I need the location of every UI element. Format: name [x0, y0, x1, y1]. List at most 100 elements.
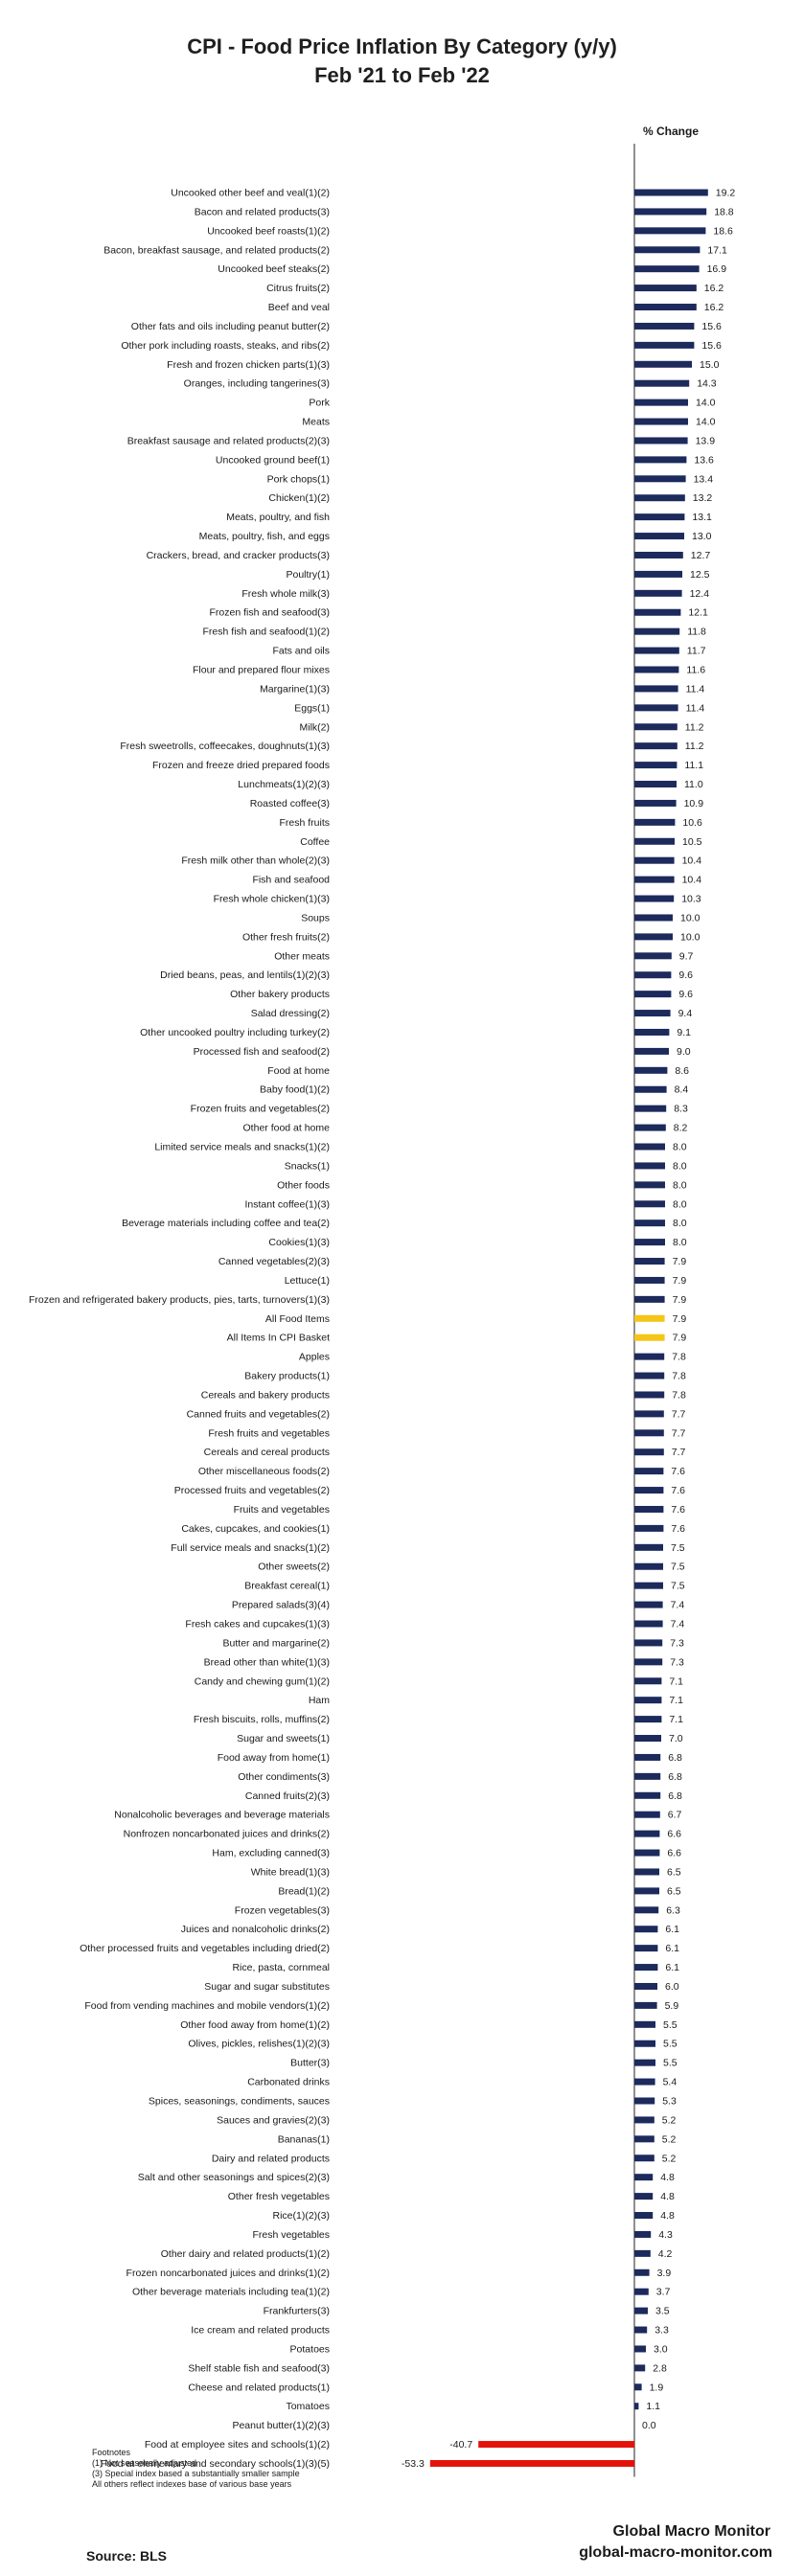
data-bar: [634, 589, 682, 597]
category-label: Fresh fruits and vegetables: [208, 1427, 330, 1439]
category-label: Other beverage materials including tea(1…: [132, 2287, 330, 2298]
category-label: Uncooked beef steaks(2): [218, 263, 330, 275]
data-bar: [634, 2040, 655, 2047]
data-bar: [634, 2383, 642, 2391]
value-label: 13.1: [692, 512, 712, 523]
data-bar: [634, 2001, 657, 2009]
data-bar: [634, 418, 688, 425]
data-bar: [634, 265, 700, 273]
value-label: 10.4: [682, 875, 702, 886]
data-bar: [634, 399, 688, 406]
value-label: 5.2: [662, 2114, 677, 2126]
data-bar: [634, 952, 672, 960]
chart-title: CPI - Food Price Inflation By Category (…: [187, 34, 617, 58]
value-label: 3.5: [655, 2306, 670, 2317]
data-bar: [634, 742, 678, 750]
value-label: 6.1: [665, 1962, 679, 1973]
value-label: 11.2: [685, 721, 704, 733]
value-label: 7.9: [673, 1275, 687, 1287]
data-bar: [634, 1220, 665, 1227]
category-label: Fresh sweetrolls, coffeecakes, doughnuts…: [120, 741, 330, 752]
data-bar: [634, 2078, 655, 2086]
data-bar: [634, 2307, 648, 2314]
data-bar: [634, 1353, 665, 1360]
data-bar: [634, 1066, 668, 1074]
data-bar: [634, 570, 682, 578]
category-label: Other processed fruits and vegetables in…: [80, 1943, 330, 1954]
data-bar: [634, 837, 675, 845]
category-label: Bakery products(1): [244, 1371, 330, 1382]
value-label: 16.9: [707, 263, 727, 275]
value-label: 10.4: [682, 855, 702, 867]
data-bar: [634, 246, 701, 254]
data-bar: [634, 818, 676, 826]
data-bar: [634, 1830, 660, 1837]
bar-chart: Uncooked other beef and veal(1)(2) 19.2 Ba…: [29, 144, 735, 2477]
category-label: Other sweets(2): [258, 1562, 330, 1573]
category-label: Other meats: [274, 950, 330, 962]
value-label: 3.9: [657, 2268, 672, 2279]
category-label: Other food away from home(1)(2): [180, 2019, 330, 2031]
data-bar: [634, 914, 673, 922]
value-label: 7.1: [669, 1714, 683, 1725]
category-label: Fresh and frozen chicken parts(1)(3): [167, 359, 330, 371]
value-label: 13.2: [693, 492, 713, 504]
value-label: 7.6: [671, 1466, 685, 1477]
category-label: Ham, excluding canned(3): [212, 1848, 330, 1859]
value-label: 7.4: [671, 1600, 685, 1611]
value-label: 7.3: [670, 1656, 684, 1668]
value-label: 5.5: [663, 2039, 678, 2050]
value-label: 7.5: [671, 1581, 685, 1592]
value-label: 5.5: [663, 2058, 678, 2069]
category-label: Canned vegetables(2)(3): [218, 1256, 330, 1267]
data-bar: [634, 704, 678, 712]
value-label: 6.8: [668, 1790, 682, 1802]
data-bar: [634, 189, 708, 196]
data-bar: [634, 285, 697, 292]
value-label: 7.0: [669, 1733, 683, 1744]
category-label: Fresh whole chicken(1)(3): [214, 894, 330, 905]
category-label: Bread(1)(2): [278, 1885, 330, 1897]
value-label: 12.7: [691, 550, 711, 561]
data-bar: [634, 1124, 666, 1131]
category-label: Sugar and sugar substitutes: [204, 1981, 330, 1993]
value-label: 11.7: [687, 646, 706, 657]
category-label: Frankfurters(3): [264, 2306, 330, 2317]
value-label: 3.3: [655, 2325, 669, 2337]
category-label: Canned fruits(2)(3): [245, 1790, 330, 1802]
category-label: Food at elementary and secondary schools…: [101, 2458, 330, 2470]
category-label: Other foods: [277, 1179, 330, 1191]
value-label: 8.0: [673, 1218, 687, 1229]
value-label: 9.7: [679, 950, 694, 962]
data-bar: [634, 1926, 658, 1933]
category-label: Shelf stable fish and seafood(3): [188, 2362, 330, 2374]
value-label: 11.8: [687, 627, 706, 638]
value-label: 11.4: [686, 702, 705, 714]
data-bar: [634, 2135, 655, 2143]
data-bar: [429, 2459, 634, 2467]
category-label: Frozen and freeze dried prepared foods: [152, 760, 330, 771]
category-label: Fresh cakes and cupcakes(1)(3): [185, 1619, 330, 1630]
value-label: 12.1: [688, 607, 708, 619]
category-label: Lunchmeats(1)(2)(3): [238, 779, 330, 790]
category-label: Nonfrozen noncarbonated juices and drink…: [124, 1829, 330, 1840]
category-label: Beef and veal: [268, 302, 330, 313]
value-label: 2.8: [653, 2362, 667, 2374]
category-label: Dairy and related products: [212, 2153, 330, 2164]
category-label: Full service meals and snacks(1)(2): [171, 1542, 330, 1554]
data-bar: [634, 1964, 658, 1972]
category-label: Fresh vegetables: [252, 2229, 330, 2241]
highlight-bar: [634, 1314, 665, 1322]
data-bar: [634, 2116, 655, 2124]
value-label: 14.0: [696, 417, 716, 428]
value-label: 7.5: [671, 1562, 685, 1573]
category-label: Frozen fruits and vegetables(2): [191, 1104, 330, 1115]
category-label: Candy and chewing gum(1)(2): [195, 1676, 330, 1687]
value-label: 9.6: [678, 969, 693, 981]
data-bar: [634, 1735, 661, 1743]
value-label: -53.3: [402, 2458, 425, 2470]
data-bar: [634, 1791, 661, 1799]
value-label: 13.4: [694, 473, 714, 485]
data-bar: [634, 1181, 665, 1189]
category-label: Beverage materials including coffee and …: [122, 1218, 330, 1229]
